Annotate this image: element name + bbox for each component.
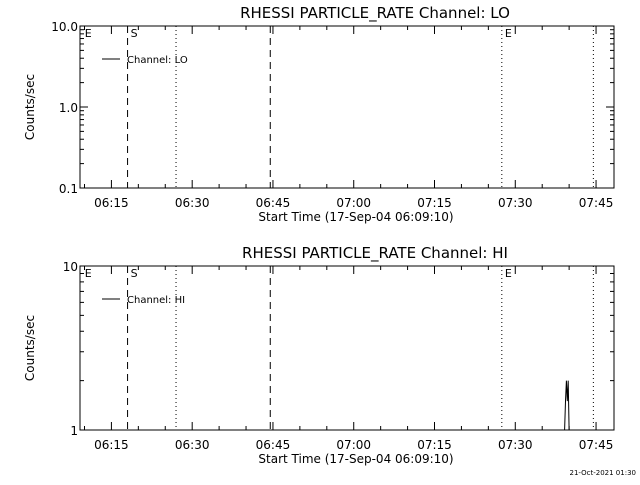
y-tick-label: 0.1 [59,182,78,196]
x-tick-label: 06:15 [94,438,129,452]
x-tick-label: 06:45 [256,196,291,210]
event-marker-label: S [131,267,138,280]
x-tick-label: 06:30 [175,196,210,210]
x-axis-label: Start Time (17-Sep-04 06:09:10) [258,210,453,224]
chart-panel-2: RHESSI PARTICLE_RATE Channel: HI 06:15 06:… [23,244,615,466]
series-line [564,380,570,431]
event-marker-label: E [505,267,512,280]
x-tick-label: 07:15 [417,438,452,452]
plot-frame [79,25,615,189]
y-tick-label: 1 [70,424,78,438]
x-tick-label: 06:30 [175,438,210,452]
chart-panel-1: RHESSI PARTICLE_RATE Channel: LO 06:15 06:… [23,4,615,224]
x-tick-label: 07:00 [336,196,371,210]
y-axis-label: Counts/sec [23,315,37,381]
generation-timestamp: 21-Oct-2021 01:30 [570,469,636,477]
x-tick-label: 07:30 [498,438,533,452]
x-tick-label: 07:45 [579,438,614,452]
y-tick-label: 10.0 [51,20,78,34]
x-tick-label: 06:45 [256,438,291,452]
y-tick-label: 1.0 [59,101,78,115]
x-tick-label: 07:15 [417,196,452,210]
event-marker-label: E [85,27,92,40]
chart-title: RHESSI PARTICLE_RATE Channel: HI [242,244,508,263]
chart-title: RHESSI PARTICLE_RATE Channel: LO [240,4,510,23]
event-marker-label: S [131,27,138,40]
y-axis-label: Counts/sec [23,74,37,140]
plot-frame [79,265,615,431]
x-tick-label: 07:30 [498,196,533,210]
legend-label: Channel: LO [127,55,188,66]
event-marker-label: E [505,27,512,40]
x-tick-label: 07:45 [579,196,614,210]
event-marker-label: E [85,267,92,280]
x-axis-label: Start Time (17-Sep-04 06:09:10) [258,452,453,466]
x-tick-label: 07:00 [336,438,371,452]
legend-label: Channel: HI [127,295,185,306]
x-tick-label: 06:15 [94,196,129,210]
y-tick-label: 10 [63,260,78,274]
